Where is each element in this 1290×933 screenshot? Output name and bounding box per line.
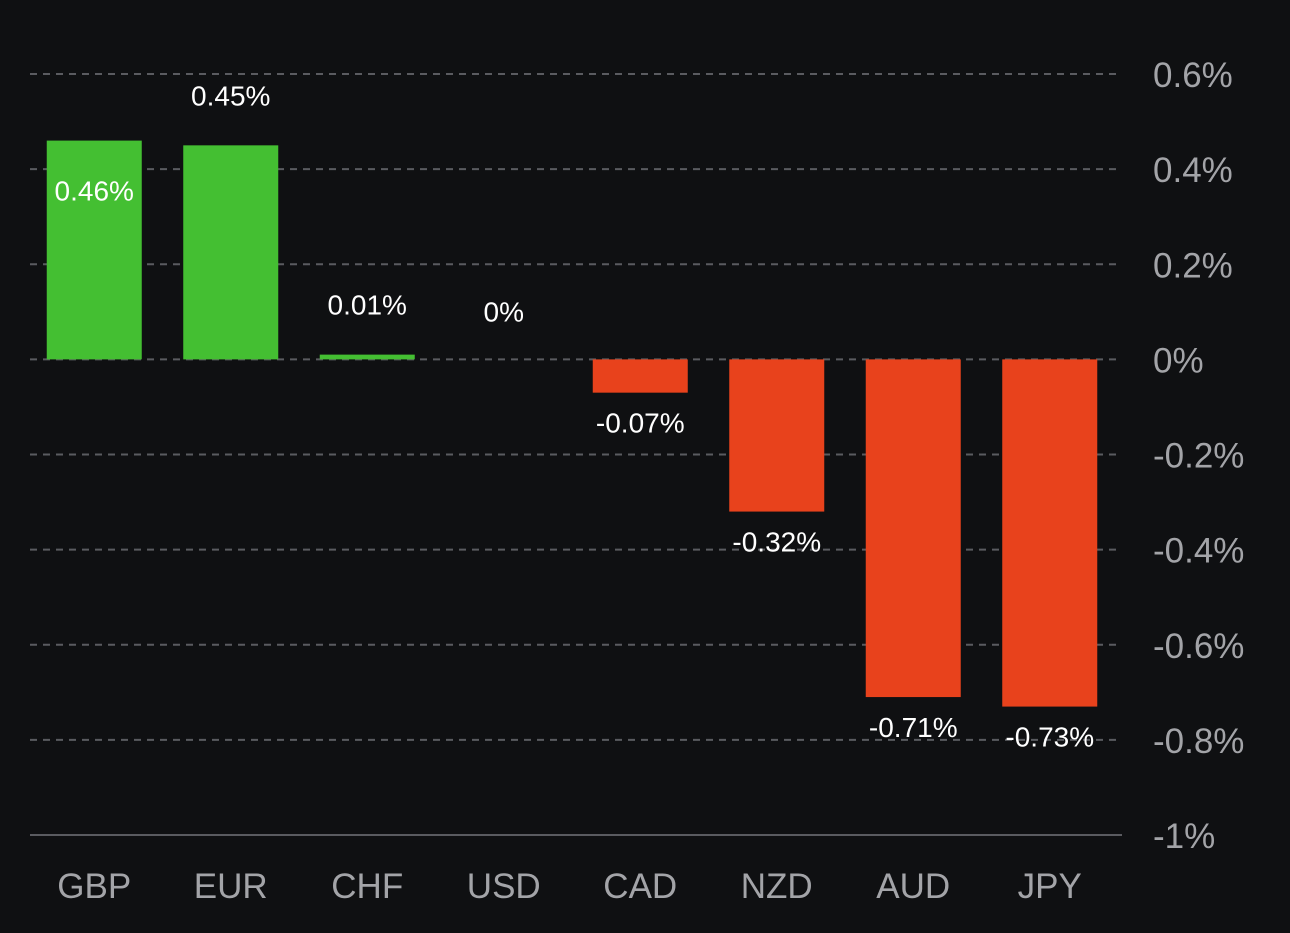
y-tick-label: 0% [1153, 341, 1204, 380]
data-label: 0% [484, 296, 524, 327]
data-label: 0.46% [55, 176, 134, 207]
bar [183, 145, 279, 360]
y-tick-label: -0.2% [1153, 437, 1244, 476]
x-tick-label: GBP [57, 867, 131, 906]
x-tick-label: CAD [603, 867, 677, 906]
x-tick-label: USD [467, 867, 541, 906]
y-tick-label: 0.2% [1153, 246, 1233, 285]
x-tick-label: AUD [876, 867, 950, 906]
x-tick-label: NZD [741, 867, 813, 906]
bar [1002, 359, 1098, 707]
data-label: -0.71% [869, 712, 958, 743]
bar [319, 354, 415, 360]
bar [729, 359, 825, 512]
bar [46, 140, 142, 360]
y-tick-label: -0.8% [1153, 722, 1244, 761]
data-label: 0.01% [328, 290, 407, 321]
x-tick-label: JPY [1018, 867, 1082, 906]
bar [592, 359, 688, 393]
bar [865, 359, 961, 698]
x-tick-label: CHF [331, 867, 403, 906]
y-tick-label: -0.4% [1153, 532, 1244, 571]
data-label: -0.32% [732, 527, 821, 558]
data-label: 0.45% [191, 80, 270, 111]
data-label: -0.07% [596, 408, 685, 439]
y-tick-label: 0.6% [1153, 56, 1233, 95]
y-tick-label: -0.6% [1153, 627, 1244, 666]
x-tick-label: EUR [194, 867, 268, 906]
y-tick-label: -1% [1153, 817, 1215, 856]
y-tick-label: 0.4% [1153, 151, 1233, 190]
data-label: -0.73% [1005, 722, 1094, 753]
